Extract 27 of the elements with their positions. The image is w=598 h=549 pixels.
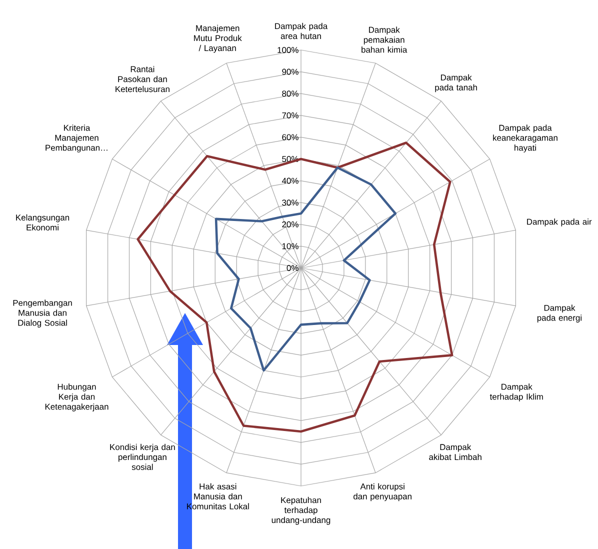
y-tick-label: 10% [282, 243, 298, 250]
spoke-label: Manajemen Mutu Produk / Layanan [194, 24, 242, 53]
spoke-label: Rantai Pasokan dan Ketertelusuran [116, 66, 170, 92]
y-tick-label: 80% [282, 90, 298, 97]
spoke-label: Dampak pada energi [537, 304, 582, 322]
spoke-label: Anti korupsi dan penyuapan [354, 483, 412, 502]
y-tick-label: 90% [282, 68, 298, 75]
y-tick-label: 70% [282, 112, 298, 118]
spoke-label: Kriteria Manajemen Pembangunan… [46, 124, 108, 152]
spoke-label: Dampak pada air [527, 218, 592, 226]
y-tick-label: 30% [282, 200, 298, 206]
y-tick-label: 100% [278, 47, 298, 53]
y-tick-label: 40% [282, 178, 298, 184]
spoke-label: Dampak pada tanah [435, 74, 477, 92]
y-tick-label: 0% [286, 265, 298, 271]
spoke-label: Dampak pada keanekaragaman hayati [493, 124, 558, 152]
spoke-label: Dampak terhadap Iklim [490, 384, 543, 402]
spoke-label: Kondisi kerja dan perlindungan sosial [110, 444, 175, 470]
y-tick-label: 20% [282, 221, 298, 228]
spoke-label: Dampak akibat Limbah [429, 444, 482, 460]
y-tick-label: 60% [282, 134, 298, 140]
spoke-label: Kelangsungan Ekonomi [16, 214, 70, 231]
spoke-label: Pengembangan Manusia dan Dialog Sosial [13, 300, 72, 328]
spoke-label: Kepatuhan terhadap undang-undang [272, 496, 330, 525]
spoke-label: Dampak pada area hutan [275, 22, 328, 40]
spoke-label: Dampak pemakaian bahan kimia [362, 26, 408, 53]
spoke-label: Hubungan Kerja dan Ketenagakerjaan [45, 384, 108, 412]
